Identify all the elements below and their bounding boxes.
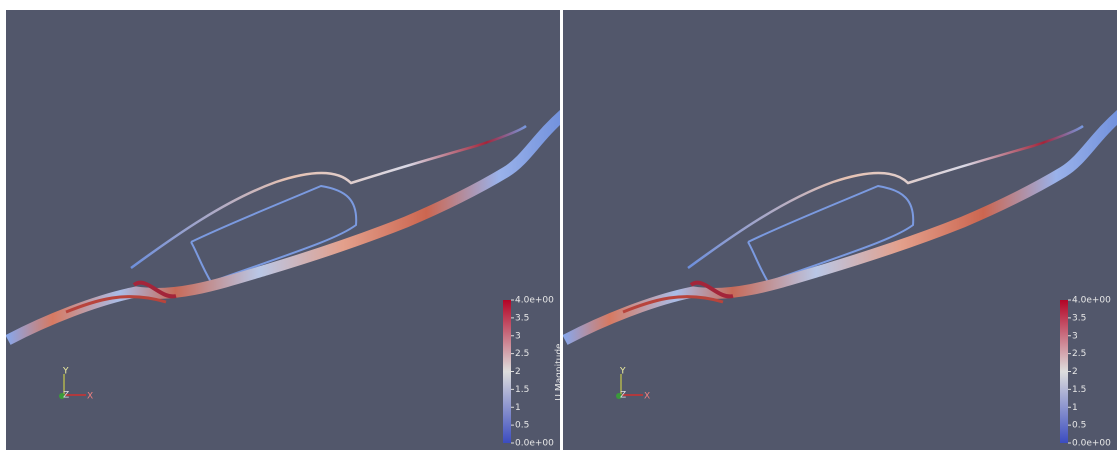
colorbar-label: 4.0e+00 <box>1072 296 1111 306</box>
axis-z-label: Z <box>63 391 69 401</box>
colorbar-label: 0.0e+00 <box>1072 439 1111 449</box>
colorbar <box>503 300 511 443</box>
side-branch <box>622 295 724 314</box>
upper-channel <box>687 124 1084 270</box>
view-background <box>6 10 560 450</box>
side-branch <box>65 295 167 314</box>
bend <box>132 280 177 299</box>
colorbar-title: U Magnitude <box>555 343 565 401</box>
colorbar-label: 1 <box>1072 403 1078 413</box>
river-geometry <box>563 110 1117 345</box>
axis-z-label: Z <box>620 391 626 401</box>
colorbar-label: 3 <box>1072 331 1078 341</box>
colorbar-label: 3.5 <box>515 313 529 323</box>
colorbar-label: 0.0e+00 <box>515 439 554 449</box>
render-view: 4.0e+00 3.5 3 2.5 2 1.5 1 0.5 0.0e+00 Y Z X <box>563 10 1117 450</box>
render-view: 4.0e+00 3.5 3 2.5 2 1.5 1 0.5 0.0e+00 U Magnitude… <box>6 10 565 450</box>
colorbar-label: 3 <box>515 331 521 341</box>
colorbar <box>1060 300 1068 443</box>
colorbar-label: 3.5 <box>1072 313 1086 323</box>
colorbar-label: 2 <box>515 367 521 377</box>
colorbar-label: 0.5 <box>1072 421 1086 431</box>
upper-channel <box>130 124 527 270</box>
colorbar-label: 0.5 <box>515 421 529 431</box>
inner-loop <box>190 184 358 284</box>
axis-z <box>616 393 622 399</box>
view-background <box>563 10 1117 450</box>
axis-z <box>59 393 65 399</box>
colorbar-label: 2.5 <box>515 349 529 359</box>
axis-y-label: Y <box>62 367 69 377</box>
river-geometry <box>6 110 560 345</box>
axis-y-label: Y <box>619 367 626 377</box>
axis-x-label: X <box>644 392 650 402</box>
colorbar-label: 2.5 <box>1072 349 1086 359</box>
inner-loop <box>747 184 915 284</box>
colorbar-label: 1.5 <box>1072 385 1086 395</box>
colorbar-label: 2 <box>1072 367 1078 377</box>
axis-x-label: X <box>87 392 93 402</box>
bend <box>689 280 734 299</box>
colorbar-label: 1.5 <box>515 385 529 395</box>
colorbar-label: 4.0e+00 <box>515 296 554 306</box>
colorbar-label: 1 <box>515 403 521 413</box>
